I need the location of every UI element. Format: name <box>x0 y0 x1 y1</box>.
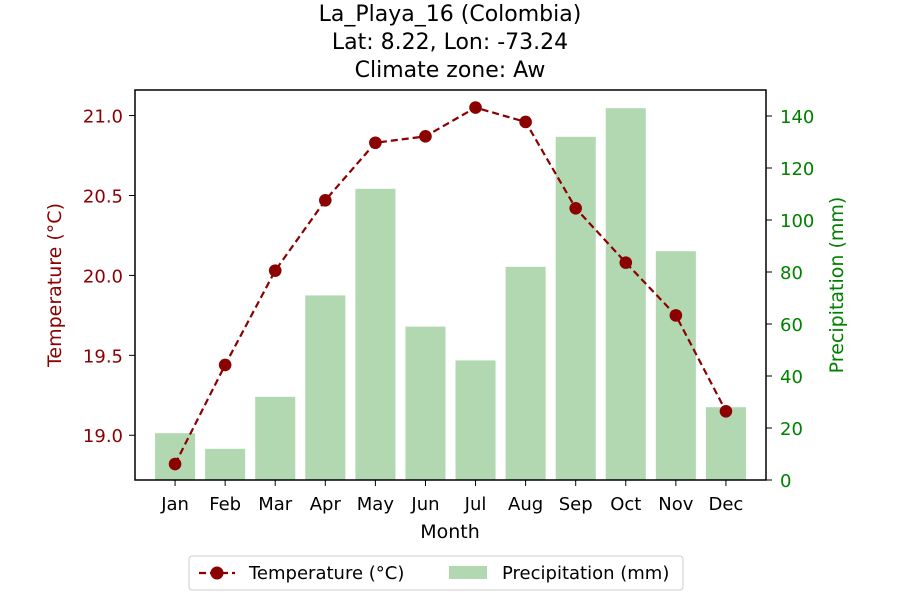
temperature-axis: 19.0 19.5 20.0 20.5 21.0 <box>83 107 135 447</box>
precipitation-bar-jan <box>155 433 196 480</box>
temperature-point-jan <box>168 457 182 471</box>
temperature-point-mar <box>268 264 282 277</box>
temperature-tick-label: 21.0 <box>83 107 123 128</box>
precipitation-bar-feb <box>205 448 246 480</box>
precipitation-tick-label: 20 <box>780 419 803 440</box>
temperature-tick-label: 20.5 <box>83 186 123 207</box>
temperature-point-oct <box>619 256 633 269</box>
legend-temperature-marker <box>210 566 224 580</box>
x-tick-label: Nov <box>658 494 693 515</box>
x-tick-label: Jul <box>464 494 487 515</box>
legend-box <box>188 555 684 591</box>
precipitation-bar-jul <box>455 360 496 480</box>
precipitation-bars <box>155 108 746 481</box>
temperature-point-apr <box>319 193 332 207</box>
temperature-line <box>174 106 727 465</box>
temperature-tick-label: 19.0 <box>83 426 123 447</box>
x-tick-label: May <box>357 494 395 515</box>
title-line-3: Climate zone: Aw <box>355 58 546 83</box>
plot-frame <box>134 89 767 481</box>
precipitation-bar-apr <box>305 295 346 480</box>
title-line-1: La_Playa_16 (Colombia) <box>319 2 582 27</box>
temperature-point-dec <box>719 404 733 418</box>
precipitation-bar-nov <box>655 251 696 480</box>
precipitation-bar-dec <box>705 407 746 480</box>
temperature-point-feb <box>218 358 232 372</box>
temperature-point-sep <box>569 201 582 215</box>
legend-precipitation-label: Precipitation (mm) <box>502 563 669 584</box>
temperature-point-jun <box>419 130 432 143</box>
precipitation-tick-label: 140 <box>780 107 814 128</box>
temperature-tick-label: 20.0 <box>83 266 123 287</box>
temperature-tick-label: 19.5 <box>83 346 123 367</box>
legend: Temperature (°C) Precipitation (mm) <box>188 555 684 591</box>
title-line-2: Lat: 8.22, Lon: -73.24 <box>332 30 568 55</box>
x-tick-label: Oct <box>610 494 641 515</box>
x-tick-label: Apr <box>310 494 342 515</box>
chart-title: La_Playa_16 (Colombia) Lat: 8.22, Lon: -… <box>319 2 582 83</box>
precipitation-tick-label: 80 <box>780 263 803 284</box>
precipitation-tick-label: 40 <box>780 367 803 388</box>
precipitation-bar-may <box>355 188 396 481</box>
legend-temperature-label: Temperature (°C) <box>248 563 404 584</box>
temperature-series <box>168 101 733 471</box>
x-tick-label: Jun <box>410 494 439 515</box>
temperature-point-aug <box>519 115 532 129</box>
precipitation-bar-oct <box>605 108 646 480</box>
x-tick-label: Mar <box>258 494 293 515</box>
temperature-point-jul <box>469 101 482 114</box>
precipitation-tick-label: 60 <box>780 315 803 336</box>
precipitation-bar-sep <box>555 136 596 481</box>
x-tick-label: Aug <box>508 494 543 515</box>
x-tick-label: Sep <box>559 494 593 515</box>
legend-precipitation-swatch <box>449 566 487 579</box>
x-axis-label: Month <box>420 521 480 543</box>
temperature-point-may <box>369 136 382 150</box>
precipitation-bar-jun <box>405 326 446 480</box>
x-tick-label: Jan <box>160 494 189 515</box>
precipitation-axis-label: Precipitation (mm) <box>826 197 848 374</box>
temperature-point-nov <box>669 309 683 322</box>
precipitation-bar-aug <box>505 266 546 480</box>
temperature-axis-label: Temperature (°C) <box>44 203 66 368</box>
x-tick-label: Feb <box>209 494 241 515</box>
precipitation-tick-label: 0 <box>780 471 791 492</box>
precipitation-tick-label: 100 <box>780 211 814 232</box>
x-tick-label: Dec <box>709 494 744 515</box>
precipitation-bar-mar <box>255 396 296 480</box>
precipitation-axis: 0 20 40 60 80 100 120 140 <box>766 107 814 492</box>
x-axis: Jan Feb Mar Apr May Jun Jul Aug Sep Oct Nov Dec <box>160 480 743 515</box>
precipitation-tick-label: 120 <box>780 159 814 180</box>
